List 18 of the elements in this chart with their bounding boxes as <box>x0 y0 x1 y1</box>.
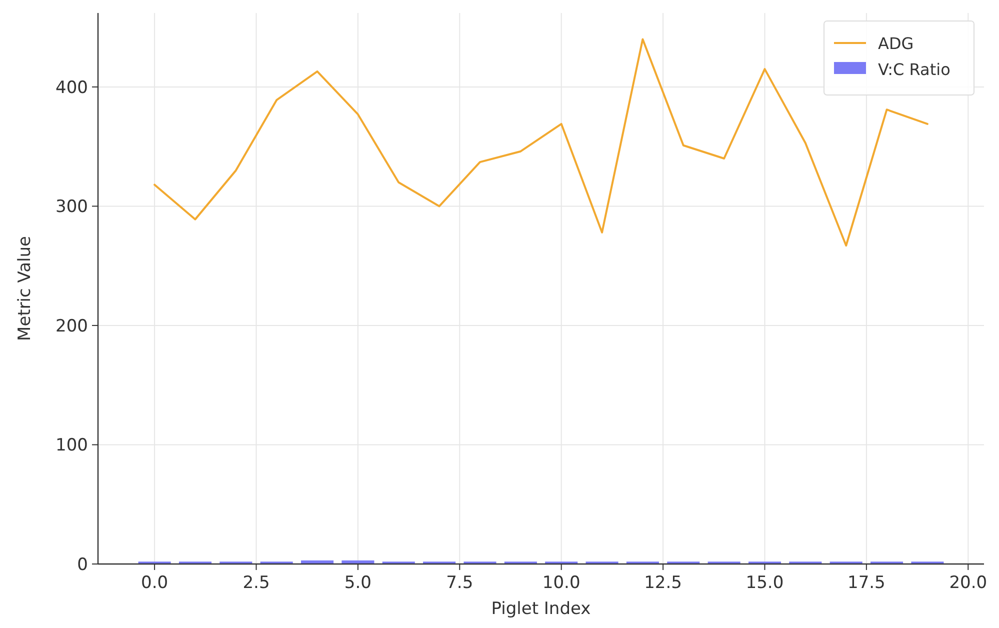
y-tick-label: 100 <box>56 436 88 456</box>
y-axis-title: Metric Value <box>15 236 35 341</box>
legend-label: ADG <box>878 34 914 53</box>
x-tick-label: 17.5 <box>848 573 886 593</box>
y-tick-label: 200 <box>56 316 88 336</box>
legend-label: V:C Ratio <box>878 60 950 79</box>
x-tick-label: 0.0 <box>141 573 168 593</box>
y-tick-label: 0 <box>77 555 88 575</box>
x-tick-label: 15.0 <box>746 573 784 593</box>
y-tick-label: 300 <box>56 197 88 218</box>
x-tick-label: 12.5 <box>644 573 682 593</box>
y-tick-label: 400 <box>56 78 88 98</box>
x-tick-label: 10.0 <box>542 573 580 593</box>
x-tick-label: 2.5 <box>242 573 270 593</box>
x-tick-label: 20.0 <box>949 573 988 593</box>
x-tick-label: 5.0 <box>344 573 372 593</box>
x-tick-label: 7.5 <box>446 573 474 593</box>
x-axis-title: Piglet Index <box>491 599 591 619</box>
